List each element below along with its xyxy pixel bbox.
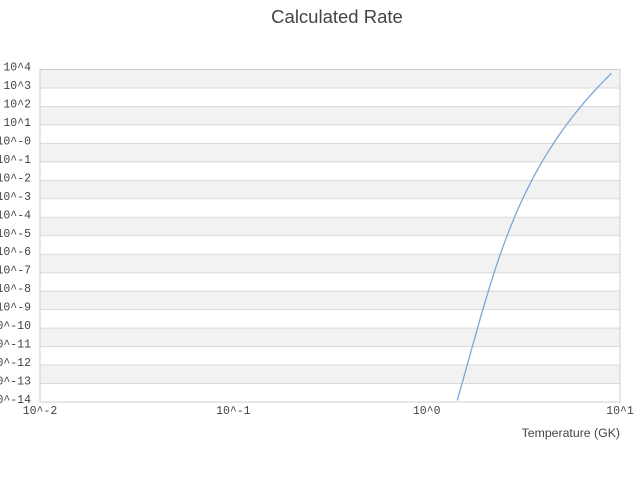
svg-text:10^1: 10^1	[606, 405, 634, 418]
svg-text:10^-0: 10^-0	[0, 135, 31, 148]
svg-text:10^-1: 10^-1	[216, 405, 251, 418]
svg-text:10^3: 10^3	[3, 80, 31, 93]
svg-text:10^-6: 10^-6	[0, 246, 31, 259]
svg-text:10^1: 10^1	[3, 117, 31, 130]
svg-text:10^-9: 10^-9	[0, 302, 31, 315]
svg-text:10^-4: 10^-4	[0, 209, 31, 222]
svg-text:10^-7: 10^-7	[0, 265, 31, 278]
svg-text:10^-5: 10^-5	[0, 228, 31, 241]
svg-text:10^4: 10^4	[3, 62, 31, 75]
svg-text:10^-8: 10^-8	[0, 283, 31, 296]
svg-text:10^-2: 10^-2	[23, 405, 58, 418]
svg-text:10^2: 10^2	[3, 98, 31, 111]
svg-text:10^-13: 10^-13	[0, 376, 31, 389]
svg-text:10^0: 10^0	[413, 405, 441, 418]
svg-text:10^-10: 10^-10	[0, 320, 31, 333]
svg-text:10^-2: 10^-2	[0, 172, 31, 185]
svg-text:10^-11: 10^-11	[0, 339, 31, 352]
svg-text:10^-12: 10^-12	[0, 357, 31, 370]
svg-text:10^-3: 10^-3	[0, 191, 31, 204]
svg-text:10^-1: 10^-1	[0, 154, 31, 167]
